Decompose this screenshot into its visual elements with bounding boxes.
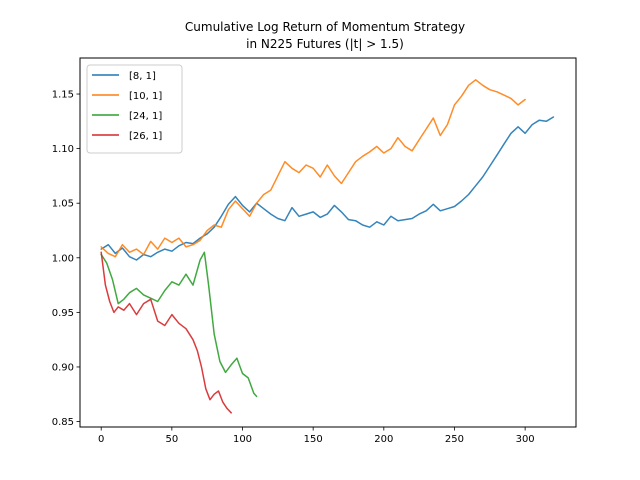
y-tick-label: 1.05 <box>52 199 74 210</box>
x-axis: 0 50 100 150 200 250 300 <box>98 427 535 445</box>
y-tick-label: 1.10 <box>52 144 74 155</box>
x-tick-label: 0 <box>98 434 104 445</box>
legend: [8, 1] [10, 1] [24, 1] [26, 1] <box>86 64 183 154</box>
chart-title: Cumulative Log Return of Momentum Strate… <box>185 20 465 34</box>
y-tick-label: 1.15 <box>52 90 74 101</box>
series-line-4 <box>100 251 232 414</box>
legend-label: [10, 1] <box>129 91 162 102</box>
legend-label: [26, 1] <box>129 131 162 142</box>
y-tick-label: 0.90 <box>52 362 74 373</box>
x-tick-label: 50 <box>165 434 178 445</box>
series-layer <box>100 79 555 414</box>
y-tick-label: 1.00 <box>52 253 74 264</box>
x-tick-label: 200 <box>374 434 393 445</box>
series-line-1 <box>100 116 555 261</box>
x-tick-label: 150 <box>304 434 323 445</box>
series-line-3 <box>100 251 258 398</box>
chart-subtitle: in N225 Futures (|t| > 1.5) <box>246 37 404 51</box>
series-line-2 <box>100 79 526 258</box>
legend-label: [8, 1] <box>129 71 156 82</box>
y-axis: 0.85 0.90 0.95 1.00 1.05 1.10 1.15 <box>52 90 80 428</box>
x-tick-label: 300 <box>516 434 535 445</box>
legend-label: [24, 1] <box>129 111 162 122</box>
legend-box <box>86 64 183 154</box>
y-tick-label: 0.95 <box>52 308 74 319</box>
x-tick-label: 100 <box>233 434 252 445</box>
y-tick-label: 0.85 <box>52 417 74 428</box>
x-tick-label: 250 <box>445 434 464 445</box>
plot-frame <box>79 57 577 428</box>
